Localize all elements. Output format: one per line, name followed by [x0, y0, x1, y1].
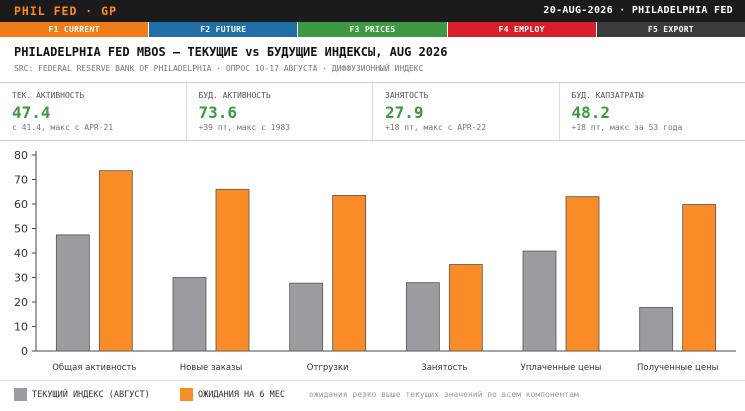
x-tick-label: Занятость [421, 363, 467, 373]
legend-swatch-current [14, 388, 27, 401]
bar-current [289, 282, 324, 352]
x-tick-label: Уплаченные цены [521, 363, 602, 373]
fkey-current[interactable]: F1 CURRENT [0, 22, 150, 37]
y-tick-label: 60 [14, 198, 28, 211]
page-title: PHILADELPHIA FED MBOS — ТЕКУЩИЕ vs БУДУЩ… [14, 45, 448, 59]
y-tick-label: 20 [14, 296, 28, 309]
y-tick-label: 80 [14, 149, 28, 162]
legend-swatch-expectations [180, 388, 193, 401]
bar-current [55, 234, 90, 352]
metric-future-activity: БУД. АКТИВНОСТЬ 73.6 +39 пт, макс с 1983 [187, 83, 373, 140]
metric-sub: +18 пт, макс за 53 года [571, 123, 683, 132]
metric-sub: с 41.4, макс с APR-21 [12, 123, 114, 132]
y-tick-label: 40 [14, 247, 28, 260]
chart-legend: ТЕКУЩИЙ ИНДЕКС (АВГУСТ) ОЖИДАНИЯ НА 6 МЕ… [0, 380, 745, 408]
metric-future-capex: БУД. КАПЗАТРАТЫ 48.2 +18 пт, макс за 53 … [560, 83, 745, 140]
metric-value: 27.9 [385, 103, 424, 122]
metric-sub: +39 пт, макс с 1983 [198, 123, 291, 132]
fkey-export[interactable]: F5 EXPORT [596, 22, 745, 37]
x-tick-label: Полученные цены [637, 363, 718, 373]
y-tick-label: 0 [21, 345, 28, 358]
bar-current [405, 282, 440, 352]
page-subtitle: SRC: FEDERAL RESERVE BANK OF PHILADELPHI… [14, 64, 424, 73]
metric-label: БУД. АКТИВНОСТЬ [198, 91, 271, 100]
fkey-prices[interactable]: F3 PRICES [298, 22, 448, 37]
top-bar: PHIL FED · GP 20-AUG-2026 · PHILADELPHIA… [0, 0, 745, 22]
bar-chart: 0 10 20 30 40 50 60 70 80 Общая активность Новые з… [14, 149, 736, 373]
bar-expectations [565, 196, 600, 352]
metric-label: ТЕК. АКТИВНОСТЬ [12, 91, 85, 100]
metric-label: БУД. КАПЗАТРАТЫ [571, 91, 644, 100]
legend-note: ожидания резко выше текущих значений по … [309, 390, 579, 399]
y-tick-label: 30 [14, 272, 28, 285]
bar-current [639, 306, 674, 352]
metric-value: 47.4 [12, 103, 51, 122]
legend-label-current: ТЕКУЩИЙ ИНДЕКС (АВГУСТ) [32, 390, 150, 400]
x-tick-label: Новые заказы [180, 363, 243, 373]
metric-value: 48.2 [571, 103, 611, 122]
title-panel: PHILADELPHIA FED MBOS — ТЕКУЩИЕ vs БУДУЩ… [0, 37, 745, 83]
metrics-row: ТЕК. АКТИВНОСТЬ 47.4 с 41.4, макс с APR-… [0, 83, 745, 141]
bar-current [522, 250, 557, 352]
bar-current [172, 277, 207, 352]
function-key-bar: F1 CURRENT F2 FUTURE F3 PRICES F4 EMPLOY… [0, 22, 745, 37]
chart-area: 0 10 20 30 40 50 60 70 80 Общая активность Новые з… [0, 141, 745, 376]
fkey-employ[interactable]: F4 EMPLOY [447, 22, 597, 37]
metric-value: 73.6 [198, 103, 238, 122]
bar-expectations [215, 188, 250, 352]
bar-expectations [682, 204, 717, 352]
x-tick-label: Общая активность [52, 363, 136, 373]
x-tick-label: Отгрузки [307, 363, 349, 373]
y-tick-label: 50 [14, 223, 28, 236]
legend-label-expectations: ОЖИДАНИЯ НА 6 МЕС [198, 390, 285, 400]
metric-current-activity: ТЕК. АКТИВНОСТЬ 47.4 с 41.4, макс с APR-… [0, 83, 187, 140]
metric-label: ЗАНЯТОСТЬ [385, 91, 429, 100]
bar-expectations [448, 264, 483, 352]
bar-expectations [332, 195, 367, 352]
status-text: 20-AUG-2026 · PHILADELPHIA FED [543, 5, 733, 16]
metric-sub: +18 пт, макс с APR-22 [385, 123, 487, 132]
fkey-future[interactable]: F2 FUTURE [149, 22, 299, 37]
y-tick-label: 10 [14, 321, 28, 334]
bar-expectations [98, 170, 133, 352]
y-tick-label: 70 [14, 174, 28, 187]
app-title: PHIL FED · GP [14, 4, 118, 18]
metric-employment: ЗАНЯТОСТЬ 27.9 +18 пт, макс с APR-22 [373, 83, 560, 140]
